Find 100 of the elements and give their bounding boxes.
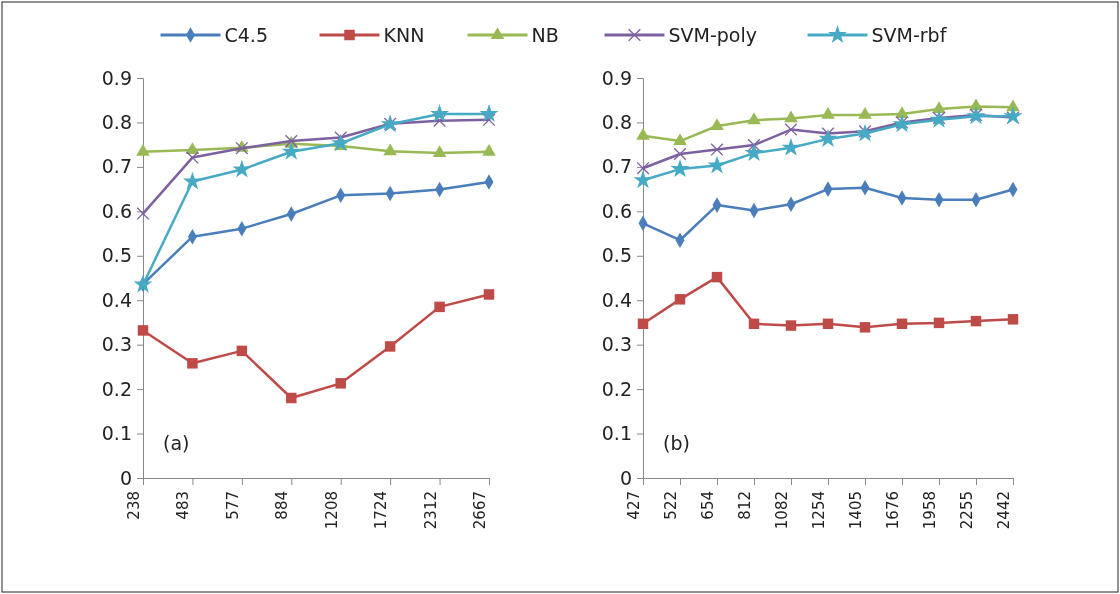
point	[710, 118, 724, 130]
y-tick-label: 0.1	[601, 422, 632, 445]
point	[747, 112, 761, 125]
x-tick-label: 1724	[372, 491, 391, 530]
point	[183, 171, 202, 190]
x-tick-label: 812	[736, 491, 754, 520]
annotation: (a)	[163, 432, 190, 454]
y-tick-label: 0.2	[601, 377, 632, 400]
point	[673, 147, 687, 161]
x-tick-label: 238	[125, 491, 143, 520]
point	[479, 104, 499, 123]
point	[637, 318, 649, 330]
legend-label: SVM-rbf	[871, 24, 948, 46]
point	[236, 345, 248, 357]
y-tick-label: 0.8	[601, 111, 632, 134]
point	[858, 124, 872, 138]
point	[822, 318, 834, 330]
x-tick-label: 427	[625, 491, 643, 520]
point	[818, 128, 838, 147]
point	[636, 161, 650, 175]
point	[784, 123, 798, 137]
y-tick-label: 0.5	[101, 244, 132, 267]
point	[858, 107, 872, 119]
point	[384, 341, 396, 352]
y-tick-label: 0.8	[101, 111, 132, 134]
point	[670, 159, 690, 178]
point	[286, 392, 297, 404]
legend-label: NB	[531, 24, 559, 46]
y-tick-label: 0.3	[101, 333, 132, 356]
point	[821, 107, 835, 119]
point	[185, 142, 200, 154]
point	[432, 145, 447, 158]
x-tick-label: 2312	[421, 491, 440, 530]
point	[636, 127, 650, 140]
point	[1003, 106, 1023, 125]
point	[710, 143, 724, 157]
point	[185, 151, 199, 165]
legend-label: C4.5	[224, 24, 268, 46]
point	[859, 322, 871, 333]
point	[781, 137, 801, 156]
point	[482, 143, 496, 156]
point	[133, 274, 153, 293]
legend-label: KNN	[383, 24, 425, 46]
point	[744, 143, 764, 162]
point	[933, 317, 945, 329]
point	[430, 104, 449, 123]
x-tick-label: 1254	[810, 491, 828, 530]
point	[187, 358, 198, 369]
x-tick-label: 1082	[773, 491, 791, 530]
x-tick-label: 1405	[847, 491, 865, 530]
point	[136, 143, 150, 156]
y-tick-label: 0	[619, 466, 632, 489]
y-tick-label: 0.1	[101, 422, 132, 445]
point	[711, 271, 723, 283]
y-tick-label: 0.7	[101, 155, 132, 178]
point	[136, 207, 150, 221]
point	[137, 325, 149, 336]
y-tick-label: 0.2	[101, 377, 132, 400]
point	[434, 301, 445, 313]
point	[673, 133, 687, 146]
y-tick-label: 0.9	[601, 66, 632, 89]
point	[970, 315, 982, 327]
point	[281, 141, 301, 160]
point	[383, 143, 397, 156]
legend-label: SVM-poly	[668, 24, 758, 46]
x-tick-label: 2667	[471, 491, 489, 530]
point	[331, 133, 351, 152]
x-tick-label: 654	[699, 491, 717, 520]
point	[785, 320, 797, 331]
point	[1007, 314, 1019, 325]
point	[232, 159, 252, 178]
point	[674, 294, 686, 305]
x-tick-label: 483	[174, 491, 193, 520]
point	[483, 289, 495, 300]
y-tick-label: 0.4	[601, 288, 632, 311]
point	[707, 155, 727, 174]
point	[748, 318, 760, 330]
point	[335, 378, 346, 389]
point	[784, 110, 798, 123]
annotation: (b)	[663, 432, 690, 454]
point	[633, 170, 653, 189]
x-tick-label: 2255	[958, 491, 976, 530]
point	[855, 123, 875, 142]
point	[932, 101, 946, 114]
x-tick-label: 884	[273, 491, 292, 520]
y-tick-label: 0.6	[601, 199, 632, 222]
x-tick-label: 1208	[322, 491, 341, 530]
point	[433, 114, 447, 128]
x-tick-label: 2442	[995, 491, 1013, 530]
y-tick-label: 0	[119, 466, 132, 489]
y-tick-label: 0.7	[601, 155, 632, 178]
x-tick-label: 522	[662, 491, 680, 520]
y-tick-label: 0.5	[601, 244, 632, 267]
point	[896, 318, 908, 330]
y-tick-label: 0.4	[101, 288, 132, 311]
point	[892, 114, 912, 133]
y-tick-label: 0.6	[101, 199, 132, 222]
x-tick-label: 1958	[921, 491, 939, 530]
x-tick-label: 577	[223, 491, 242, 520]
y-tick-label: 0.3	[601, 333, 632, 356]
